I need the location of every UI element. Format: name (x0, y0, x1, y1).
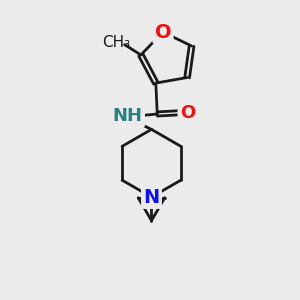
Text: CH₃: CH₃ (102, 35, 130, 50)
Text: N: N (143, 188, 160, 207)
Text: O: O (180, 103, 195, 122)
Text: NH: NH (113, 107, 143, 125)
Text: O: O (155, 22, 171, 41)
